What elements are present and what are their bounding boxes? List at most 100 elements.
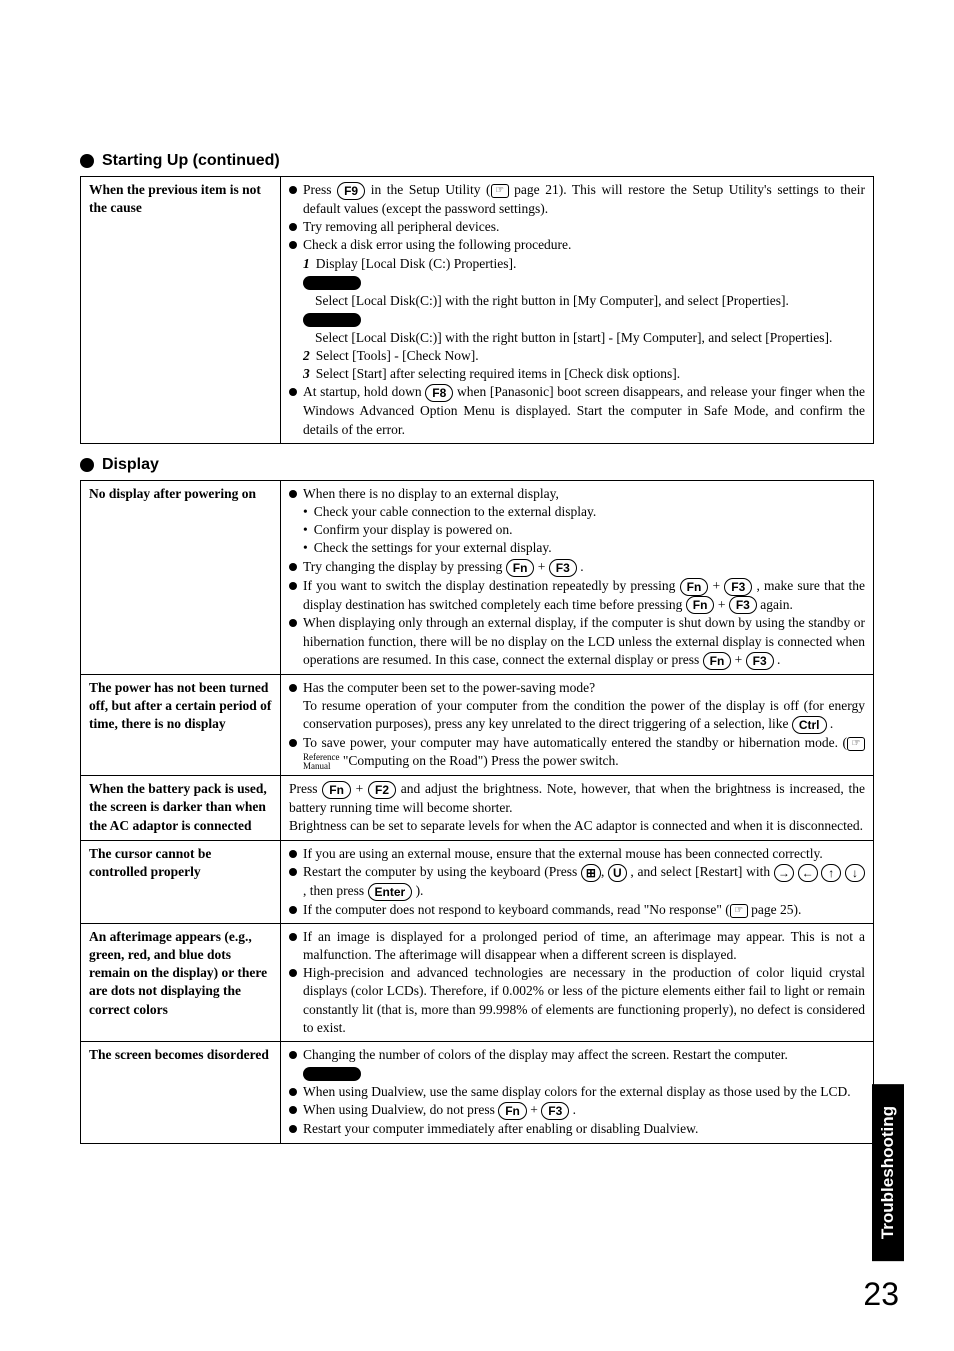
key-u: U <box>608 864 627 882</box>
step-text: Select [Tools] - [Check Now]. <box>316 347 865 365</box>
item-text: Press F9 in the Setup Utility (☞ page 21… <box>303 181 865 218</box>
key-fn: Fn <box>680 578 709 596</box>
key-down-icon: ↓ <box>845 864 865 882</box>
os-badge <box>303 313 361 327</box>
key-up-icon: ↑ <box>821 864 841 882</box>
step-text: Select [Local Disk(C:)] with the right b… <box>315 329 865 347</box>
starting-table: When the previous item is not the cause … <box>80 176 874 444</box>
key-f3: F3 <box>549 559 577 577</box>
bullet-icon <box>289 582 297 590</box>
row-label: No display after powering on <box>81 480 281 674</box>
text: . <box>830 716 833 731</box>
bullet-icon <box>289 906 297 914</box>
text: Try changing the display by pressing <box>303 559 506 574</box>
key-right-icon: → <box>774 864 794 882</box>
key-ctrl: Ctrl <box>792 716 827 734</box>
bullet-icon <box>289 933 297 941</box>
hand-icon: ☞ <box>491 184 509 198</box>
ref-manual: ReferenceManual <box>303 753 339 771</box>
step-text: Display [Local Disk (C:) Properties]. <box>316 255 865 273</box>
sub-bullet: • <box>303 521 308 539</box>
row-content: Press Fn + F2 and adjust the brightness.… <box>281 776 874 840</box>
os-badge <box>303 1067 361 1081</box>
section-title: Starting Up (continued) <box>102 152 280 170</box>
text: Press <box>303 182 337 197</box>
row-label: The screen becomes disordered <box>81 1042 281 1143</box>
step-num: 3 <box>303 365 310 383</box>
step-text: Select [Local Disk(C:)] with the right b… <box>315 292 865 310</box>
key-enter: Enter <box>368 883 413 901</box>
item-text: Brightness can be set to separate levels… <box>289 817 865 835</box>
bullet-icon <box>289 684 297 692</box>
display-table: No display after powering on When there … <box>80 480 874 1144</box>
sub-text: Check your cable connection to the exter… <box>314 503 865 521</box>
item-text: Restart the computer by using the keyboa… <box>303 863 865 901</box>
text: again. <box>760 597 793 612</box>
key-fn: Fn <box>506 559 535 577</box>
bullet-icon <box>289 1106 297 1114</box>
key-f8: F8 <box>425 384 453 402</box>
item-text: Try changing the display by pressing Fn … <box>303 558 865 577</box>
step-text: Select [Start] after selecting required … <box>316 365 865 383</box>
step-num: 1 <box>303 255 310 273</box>
key-f3: F3 <box>746 652 774 670</box>
item-text: If the computer does not respond to keyb… <box>303 901 865 919</box>
text: When displaying only through an external… <box>303 615 865 666</box>
bullet-icon <box>289 223 297 231</box>
bullet-icon <box>289 1088 297 1096</box>
key-f9: F9 <box>337 182 365 200</box>
bullet-icon <box>289 969 297 977</box>
section-header-starting: Starting Up (continued) <box>80 152 874 170</box>
row-content: If you are using an external mouse, ensu… <box>281 840 874 923</box>
text: ). <box>416 883 424 898</box>
text: page 25). <box>748 902 802 917</box>
key-fn: Fn <box>703 652 732 670</box>
sidebar-tab: Troubleshooting <box>872 1084 904 1261</box>
section-header-display: Display <box>80 456 874 474</box>
bullet-icon <box>289 241 297 249</box>
item-text: Changing the number of colors of the dis… <box>303 1046 865 1064</box>
key-fn: Fn <box>686 596 715 614</box>
bullet-icon <box>289 563 297 571</box>
key-left-icon: ← <box>798 864 818 882</box>
key-fn: Fn <box>322 781 351 799</box>
bullet-icon <box>289 739 297 747</box>
section-bullet <box>80 154 94 168</box>
section-title: Display <box>102 456 159 474</box>
item-text: When using Dualview, do not press Fn + F… <box>303 1101 865 1120</box>
key-win: ⊞ <box>581 864 601 882</box>
bullet-icon <box>289 1125 297 1133</box>
text: Press <box>289 781 322 796</box>
key-f3: F3 <box>729 596 757 614</box>
key-f2: F2 <box>368 781 396 799</box>
row-content: Has the computer been set to the power-s… <box>281 674 874 775</box>
text: "Computing on the Road") Press the power… <box>343 753 619 768</box>
sub-bullet: • <box>303 503 308 521</box>
item-text: If you are using an external mouse, ensu… <box>303 845 865 863</box>
sub-bullet: • <box>303 539 308 557</box>
bullet-icon <box>289 850 297 858</box>
page-number: 23 <box>863 1276 899 1313</box>
text: When using Dualview, do not press <box>303 1102 498 1117</box>
row-content: When there is no display to an external … <box>281 480 874 674</box>
item-text: When displaying only through an external… <box>303 614 865 669</box>
bullet-icon <box>289 388 297 396</box>
os-badge <box>303 276 361 290</box>
item-text: To save power, your computer may have au… <box>303 734 865 771</box>
step-num: 2 <box>303 347 310 365</box>
row-label: When the previous item is not the cause <box>81 177 281 444</box>
item-text: Restart your computer immediately after … <box>303 1120 865 1138</box>
hand-icon: ☞ <box>847 737 865 751</box>
text: , then press <box>303 883 368 898</box>
section-bullet <box>80 458 94 472</box>
key-fn: Fn <box>498 1102 527 1120</box>
row-label: The power has not been turned off, but a… <box>81 674 281 775</box>
text: If you want to switch the display destin… <box>303 578 680 593</box>
bullet-icon <box>289 490 297 498</box>
item-text: Check a disk error using the following p… <box>303 236 865 254</box>
item-text: Has the computer been set to the power-s… <box>303 679 865 697</box>
bullet-icon <box>289 186 297 194</box>
hand-icon: ☞ <box>730 904 748 918</box>
row-content: Press F9 in the Setup Utility (☞ page 21… <box>281 177 874 444</box>
text: . <box>777 652 780 667</box>
